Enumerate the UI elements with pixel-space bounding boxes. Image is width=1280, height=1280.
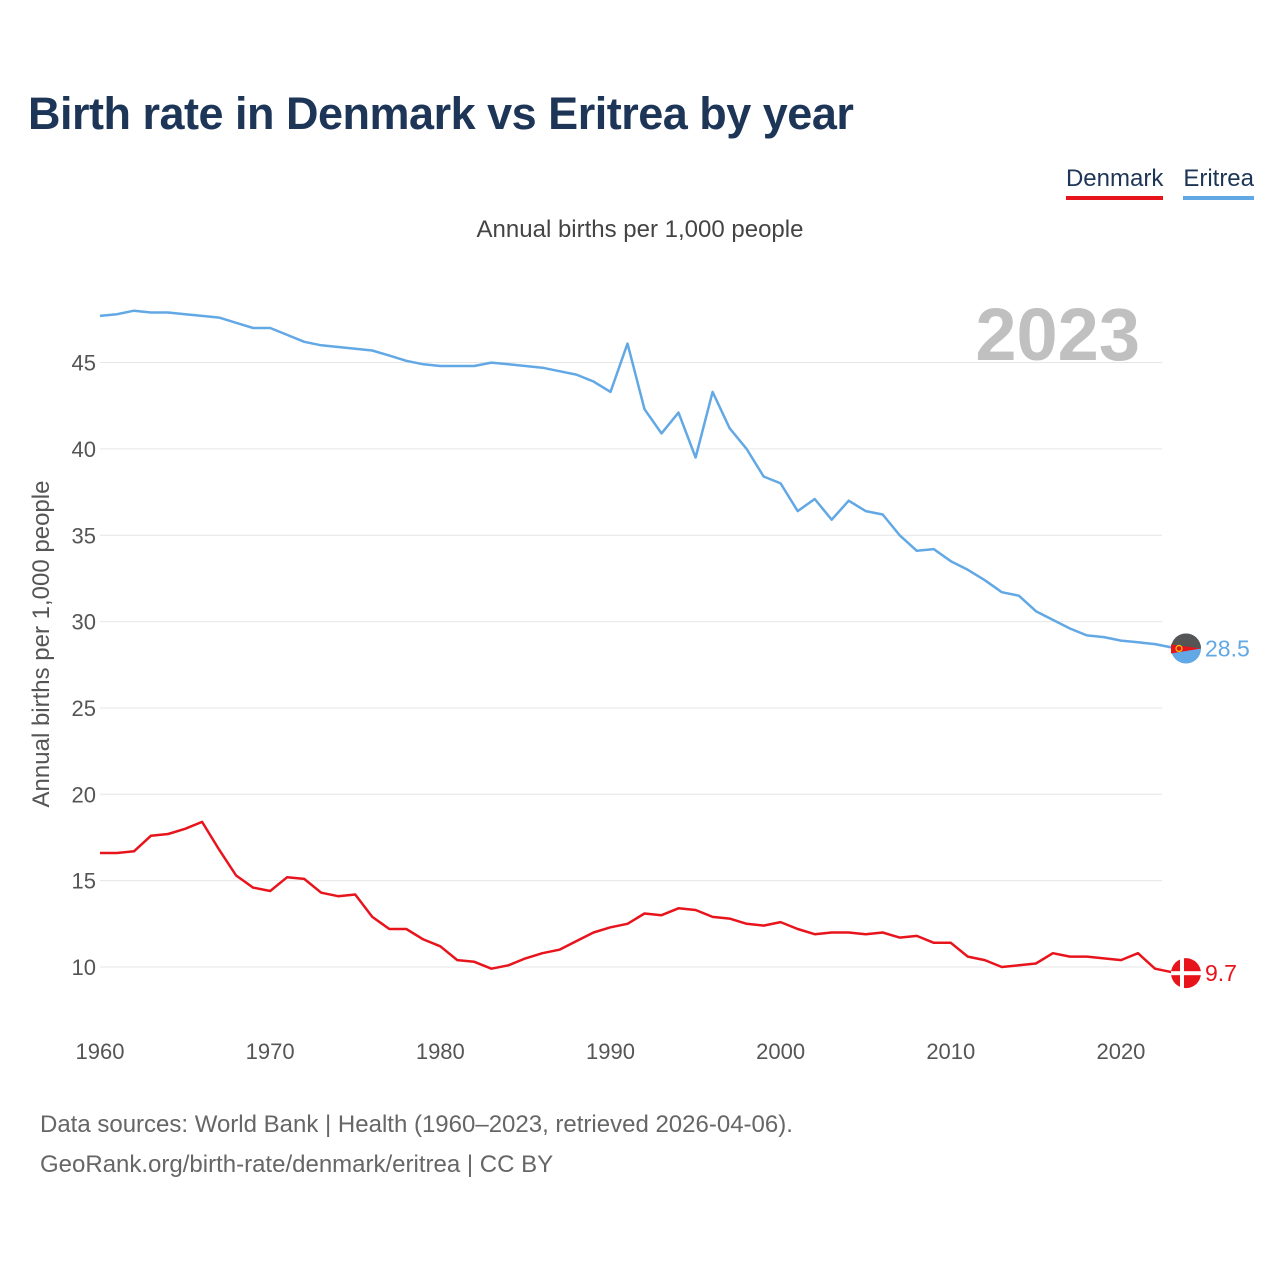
legend: Denmark Eritrea	[1065, 164, 1254, 200]
legend-denmark[interactable]: Denmark	[1065, 164, 1164, 200]
y-axis-label: Annual births per 1,000 people	[28, 480, 55, 808]
y-tick-label: 20	[72, 782, 96, 807]
footer-sources: Data sources: World Bank | Health (1960–…	[40, 1111, 793, 1138]
series-line-denmark[interactable]	[100, 820, 1173, 974]
y-tick-label: 10	[72, 955, 96, 980]
grid	[100, 362, 1162, 968]
series-lines	[99, 309, 1173, 974]
chart-subtitle: Annual births per 1,000 people	[476, 216, 804, 243]
y-tick-label: 15	[72, 869, 96, 894]
footer: Data sources: World Bank | Health (1960–…	[40, 1105, 793, 1185]
x-tick-label: 2020	[1096, 1039, 1145, 1064]
y-tick-label: 25	[72, 696, 96, 721]
end-label-denmark: 9.7	[1205, 960, 1237, 986]
x-tick-label: 2000	[756, 1039, 805, 1064]
x-tick-label: 1970	[246, 1039, 295, 1064]
legend-eritrea[interactable]: Eritrea	[1183, 164, 1254, 200]
x-tick-label: 1980	[416, 1039, 465, 1064]
x-axis-ticks: 1960 1970 1980 1990 2000 2010 2020	[76, 1039, 1146, 1064]
flag-eritrea-icon	[1171, 633, 1201, 664]
x-tick-label: 2010	[926, 1039, 975, 1064]
year-watermark: 2023	[975, 293, 1140, 376]
series-endpoints: 9.7 28.5	[1171, 633, 1250, 989]
y-tick-label: 45	[72, 351, 96, 376]
flag-denmark-icon	[1171, 958, 1201, 989]
x-tick-label: 1990	[586, 1039, 635, 1064]
x-tick-label: 1960	[76, 1039, 125, 1064]
y-axis-ticks: 10 15 20 25 30 35 40 45	[72, 351, 96, 980]
y-tick-label: 35	[72, 523, 96, 548]
chart-title: Birth rate in Denmark vs Eritrea by year	[28, 88, 854, 139]
footer-link[interactable]: GeoRank.org/birth-rate/denmark/eritrea |…	[40, 1151, 554, 1178]
y-tick-label: 30	[72, 610, 96, 635]
series-line-eritrea[interactable]	[99, 309, 1173, 649]
end-label-eritrea: 28.5	[1205, 636, 1250, 662]
y-tick-label: 40	[72, 437, 96, 462]
